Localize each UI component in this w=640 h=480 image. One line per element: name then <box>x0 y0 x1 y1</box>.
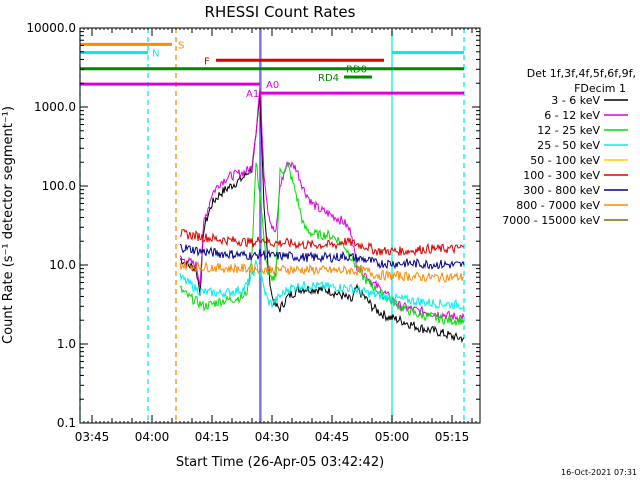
y-tick-label: 1.0 <box>57 337 76 351</box>
legend-header-decimation: FDecim 1 <box>574 82 626 95</box>
x-axis-label: Start Time (26-Apr-05 03:42:42) <box>176 455 384 470</box>
legend-label: 800 - 7000 keV <box>516 199 600 212</box>
annotation-label: S <box>178 40 184 51</box>
y-tick-label: 100.0 <box>42 179 76 193</box>
y-axis-label: Count Rate (s⁻¹ detector segment⁻¹) <box>1 106 16 344</box>
x-tick-label: 05:15 <box>435 430 470 444</box>
y-tick-label: 1000.0 <box>34 100 76 114</box>
annotation-label: A1 <box>246 89 259 100</box>
legend-label: 6 - 12 keV <box>544 109 600 122</box>
y-tick-label: 10000.0 <box>26 21 76 35</box>
footer-timestamp: 16-Oct-2021 07:31 <box>561 468 637 477</box>
series-layer <box>179 86 465 343</box>
x-tick-label: 04:30 <box>255 430 290 444</box>
annotation-label: F <box>204 56 210 67</box>
y-axis: 0.1 1.0 10.0 100.0 1000.0 10000.0 <box>26 21 480 430</box>
legend-label: 7000 - 15000 keV <box>502 214 600 227</box>
series-line <box>179 261 465 283</box>
legend-label: 12 - 25 keV <box>537 124 600 137</box>
x-tick-label: 04:15 <box>195 430 230 444</box>
x-tick-label: 03:45 <box>75 430 110 444</box>
legend-label: 300 - 800 keV <box>523 184 600 197</box>
legend: Det 1f,3f,4f,5f,6f,9f, FDecim 1 3 - 6 ke… <box>502 67 636 227</box>
x-axis: 03:45 04:00 04:15 04:30 04:45 05:00 05:15 <box>75 28 481 444</box>
y-tick-label: 0.1 <box>57 416 76 430</box>
series-line <box>179 243 465 270</box>
annotation-label: A0 <box>266 80 279 91</box>
x-tick-label: 05:00 <box>375 430 410 444</box>
annotation-label: N <box>152 48 159 59</box>
y-tick-label: 10.0 <box>49 258 76 272</box>
legend-label: 50 - 100 keV <box>530 154 600 167</box>
legend-label: 100 - 300 keV <box>523 169 600 182</box>
annotation-label: RD0 <box>346 65 367 76</box>
series-line <box>179 228 464 257</box>
legend-label: 3 - 6 keV <box>551 94 600 107</box>
series-line <box>179 162 465 327</box>
x-tick-label: 04:45 <box>315 430 350 444</box>
chart-title: RHESSI Count Rates <box>205 3 356 21</box>
x-tick-label: 04:00 <box>135 430 170 444</box>
series-line <box>179 92 465 343</box>
annotation-label: RD4 <box>318 73 339 84</box>
series-line <box>179 259 465 310</box>
legend-label: 25 - 50 keV <box>537 139 600 152</box>
series-line <box>179 86 465 322</box>
legend-header-detectors: Det 1f,3f,4f,5f,6f,9f, <box>527 67 636 80</box>
